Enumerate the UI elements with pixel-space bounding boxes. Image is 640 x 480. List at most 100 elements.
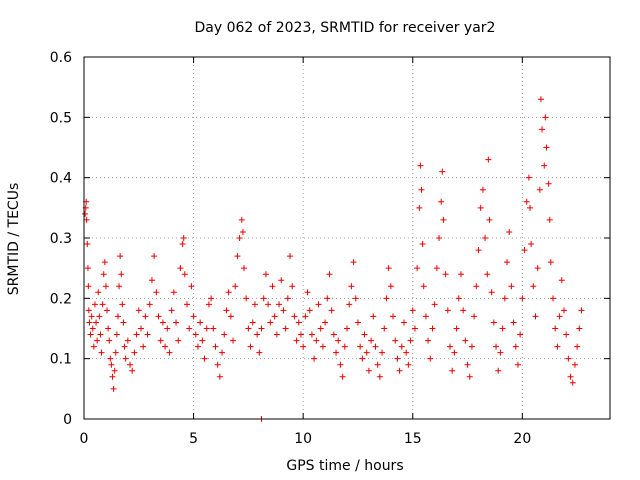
data-point [104,307,111,314]
data-point [396,367,403,374]
data-point [444,307,451,314]
data-point [101,259,108,266]
data-point [490,319,497,326]
data-point [179,241,186,248]
data-point [379,349,386,356]
data-point [357,343,364,350]
data-point [517,331,524,338]
data-point [344,325,350,332]
data-point [148,277,155,284]
data-point [556,313,563,320]
data-point [451,349,458,356]
data-point [436,235,443,241]
data-point [216,373,223,380]
data-point [120,319,127,326]
data-point [291,313,298,320]
data-point [249,319,256,326]
data-point [142,313,149,320]
data-point [256,349,263,356]
data-point [166,349,173,356]
data-point [532,313,539,320]
data-point [306,307,313,314]
plot-frame [83,56,611,420]
data-point [212,343,219,350]
data-point [184,301,191,308]
data-point [499,325,506,332]
data-point [462,337,469,344]
data-point [348,283,355,290]
data-point [530,283,537,290]
data-point [276,301,283,308]
data-point [162,343,169,350]
data-point [129,367,136,374]
data-point [89,325,96,332]
data-point [398,343,405,350]
data-point [363,349,370,356]
data-point [297,331,304,338]
data-point [86,319,93,326]
data-point [512,343,519,350]
data-point [539,126,546,133]
data-point [157,337,164,344]
data-point [243,295,250,302]
y-tick-label: 0 [63,412,72,428]
data-point [203,325,210,332]
data-point [475,247,482,254]
x-tick-label: 10 [294,431,312,447]
data-point [403,349,410,356]
data-point [238,216,245,223]
data-point [82,210,89,217]
data-point [394,355,401,362]
data-point [85,283,92,290]
data-point [563,331,570,338]
data-point [111,367,118,374]
data-point [431,301,438,308]
data-point [287,253,294,260]
data-point [541,162,548,169]
data-point [466,373,473,380]
data-point [319,343,326,350]
data-point [455,295,462,302]
data-point [96,313,103,320]
data-point [578,307,585,314]
data-point [240,265,247,272]
data-point [131,349,138,356]
data-point [302,313,309,320]
data-point [109,373,116,380]
data-point [453,325,460,332]
data-point [352,295,359,302]
data-point [300,343,307,350]
data-point [392,337,399,344]
data-point [95,289,102,296]
chart-title: Day 062 of 2023, SRMTID for receiver yar… [195,20,496,36]
data-point [542,114,549,121]
data-point [102,283,109,290]
data-point [133,331,140,338]
data-point [565,355,572,362]
data-point [269,283,276,290]
data-point [419,241,426,248]
data-point [271,313,278,320]
data-point [493,343,500,350]
y-tick-label: 0.4 [50,171,72,187]
data-point [381,325,388,332]
data-point [181,271,188,278]
data-point [223,307,230,314]
data-point [278,277,285,284]
data-point [534,265,541,272]
data-point [122,355,129,362]
data-point [486,216,493,223]
tick-labels: 0 0.1 0.2 0.3 0.4 0.5 0.6 0 5 10 15 20 [50,50,532,447]
data-point [411,325,418,332]
data-point [151,253,158,260]
data-point [311,355,318,362]
data-point [258,325,265,332]
data-point [137,325,144,332]
data-point [177,265,184,272]
data-point [547,259,554,266]
data-point [537,96,544,103]
data-point [214,361,221,368]
data-point [322,319,329,326]
data-point [254,331,261,338]
data-point [433,265,440,272]
